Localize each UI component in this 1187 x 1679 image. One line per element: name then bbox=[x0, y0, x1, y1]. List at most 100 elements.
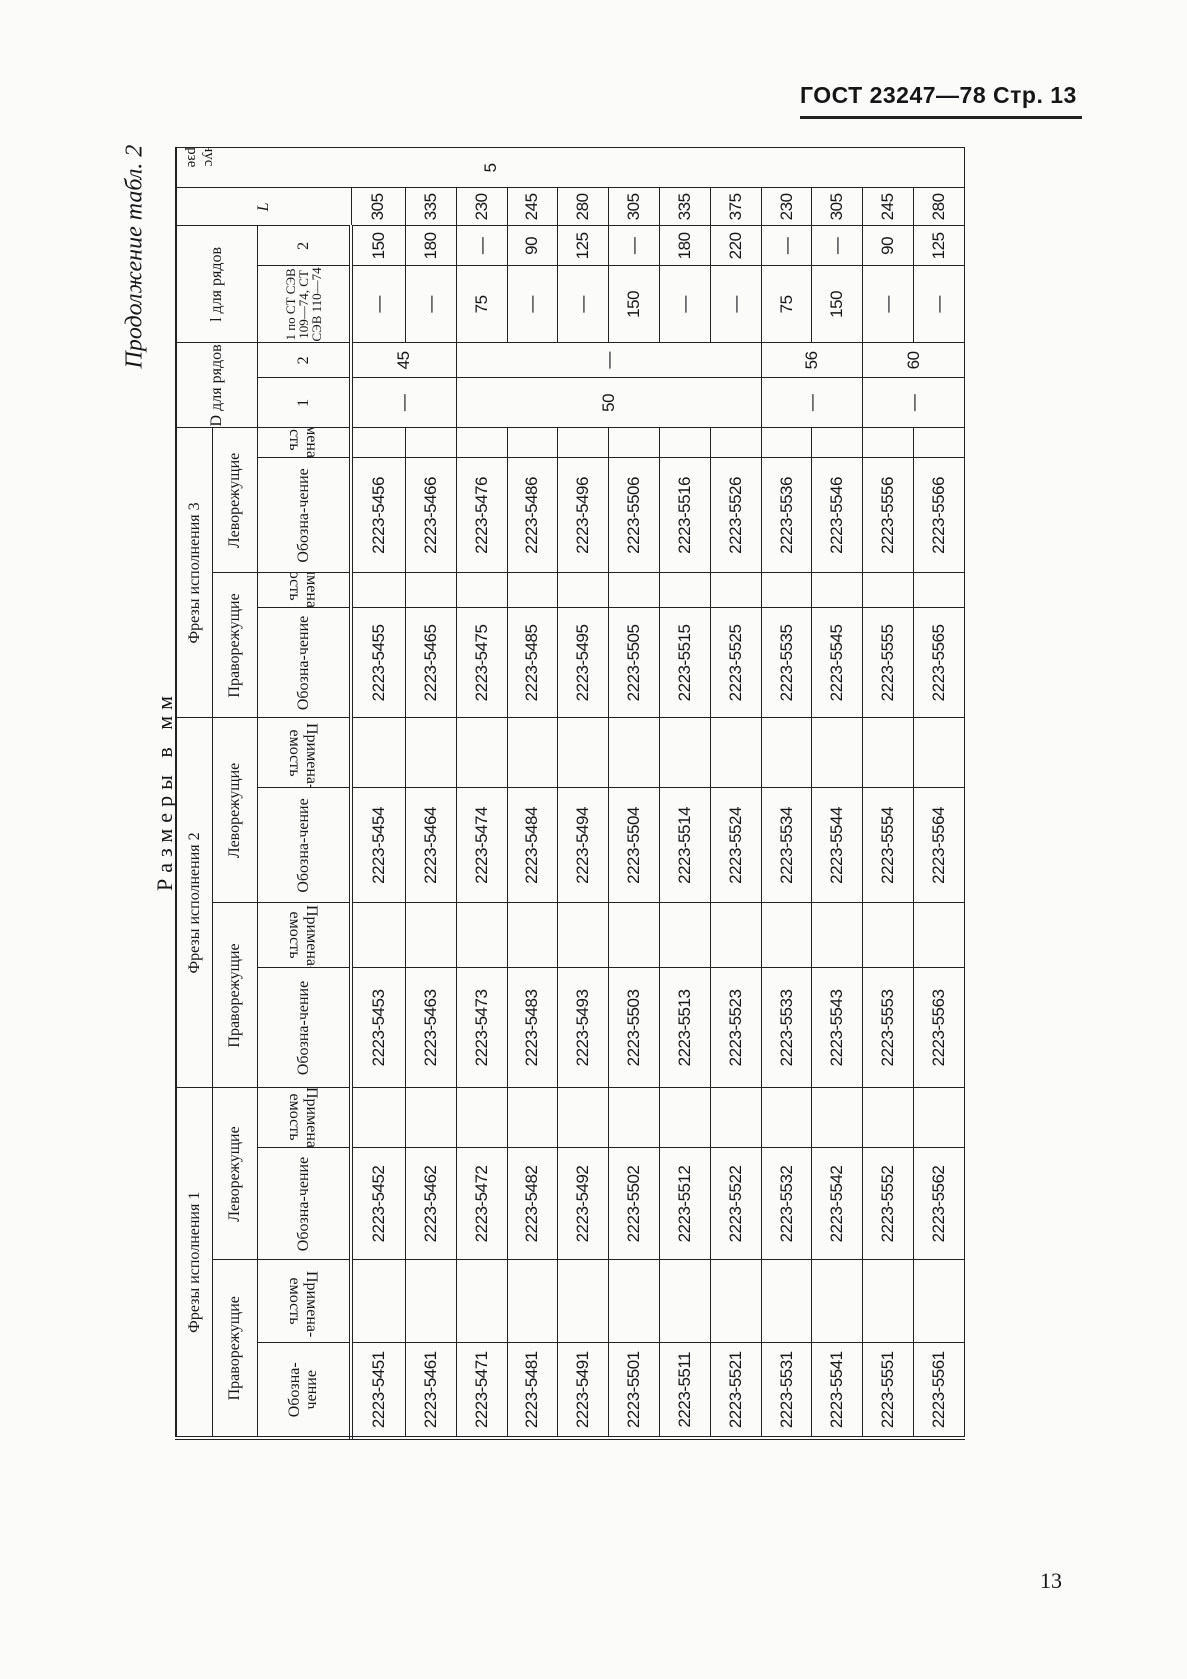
designation-cell: 2223-5555 bbox=[862, 607, 914, 718]
designation-cell: 2223-5553 bbox=[862, 967, 914, 1088]
designation-header: Обозна-чение bbox=[257, 607, 351, 718]
dimensions-table-container: Фрезы исполнения 1 Фрезы исполнения 2 Фр… bbox=[175, 147, 965, 1440]
applicability-header-text: Примена-емость bbox=[286, 1087, 321, 1148]
applicability-cell bbox=[761, 1087, 812, 1148]
applicability-cell bbox=[507, 717, 558, 788]
designation-cell: 2223-5531 bbox=[761, 1343, 812, 1438]
designation-cell: 2223-5504 bbox=[608, 787, 660, 903]
applicability-header: Примена-емость bbox=[257, 1260, 351, 1343]
designation-cell: 2223-5492 bbox=[557, 1148, 609, 1260]
applicability-cell bbox=[913, 717, 965, 788]
designation-cell: 2223-5494 bbox=[557, 787, 609, 903]
applicability-header-text: Примена-емость bbox=[286, 722, 321, 788]
applicability-cell bbox=[913, 1087, 965, 1148]
l-series-1-cell: — bbox=[351, 265, 406, 343]
designation-cell: 2223-5544 bbox=[811, 787, 863, 903]
applicability-cell bbox=[710, 1087, 762, 1148]
table-row: 2223-5551 2223-5552 2223-5553 2223-5554 2223… bbox=[862, 148, 965, 1438]
applicability-cell bbox=[913, 902, 965, 968]
designation-cell: 2223-5506 bbox=[608, 457, 660, 573]
applicability-cell bbox=[351, 427, 406, 458]
applicability-cell bbox=[608, 572, 660, 608]
page-number: 13 bbox=[1040, 1568, 1062, 1593]
L-cell: 305 bbox=[811, 187, 863, 226]
d-series-2-cell: 56 bbox=[761, 342, 863, 378]
applicability-cell bbox=[862, 572, 914, 608]
designation-cell: 2223-5551 bbox=[862, 1343, 914, 1438]
L-cell: 230 bbox=[761, 187, 812, 226]
applicability-cell bbox=[811, 427, 863, 458]
designation-cell: 2223-5465 bbox=[405, 607, 457, 718]
applicability-cell bbox=[761, 902, 812, 968]
designation-cell: 2223-5545 bbox=[811, 607, 863, 718]
applicability-cell bbox=[405, 1260, 457, 1343]
applicability-header-text: Примена-емость bbox=[286, 428, 320, 458]
applicability-cell bbox=[913, 572, 965, 608]
applicability-cell bbox=[456, 572, 508, 608]
designation-cell: 2223-5552 bbox=[862, 1148, 914, 1260]
applicability-cell bbox=[405, 717, 457, 788]
designation-cell: 2223-5453 bbox=[351, 967, 406, 1088]
designation-cell: 2223-5563 bbox=[913, 967, 965, 1088]
designation-cell: 2223-5534 bbox=[761, 787, 812, 903]
table-row: 2223-5501 2223-5502 2223-5503 2223-5504 2223… bbox=[608, 148, 660, 1438]
L-cell: 230 bbox=[456, 187, 508, 226]
applicability-cell bbox=[557, 1260, 609, 1343]
l-series-1-cell: 150 bbox=[608, 265, 660, 343]
l-series-1-cell: — bbox=[507, 265, 558, 343]
applicability-header: Примена-емость bbox=[257, 717, 351, 788]
designation-cell: 2223-5546 bbox=[811, 457, 863, 573]
L-header: L bbox=[176, 187, 351, 226]
designation-cell: 2223-5565 bbox=[913, 607, 965, 718]
applicability-header-text: Примена-емость bbox=[286, 1271, 321, 1338]
l-series-2-cell: 180 bbox=[659, 225, 711, 266]
table-row: 2223-5491 2223-5492 2223-5493 2223-5494 2223… bbox=[557, 148, 609, 1438]
applicability-cell bbox=[862, 717, 914, 788]
table-row: 2223-5541 2223-5542 2223-5543 2223-5544 2223… bbox=[811, 148, 863, 1438]
l-series-1-cell: — bbox=[710, 265, 762, 343]
applicability-cell bbox=[456, 717, 508, 788]
applicability-cell bbox=[557, 902, 609, 968]
applicability-cell bbox=[862, 1260, 914, 1343]
designation-cell: 2223-5466 bbox=[405, 457, 457, 573]
designation-cell: 2223-5535 bbox=[761, 607, 812, 718]
designation-cell: 2223-5496 bbox=[557, 457, 609, 573]
morse-header: Конус Морзе bbox=[176, 147, 351, 188]
applicability-cell bbox=[811, 1087, 863, 1148]
applicability-cell bbox=[351, 902, 406, 968]
designation-cell: 2223-5493 bbox=[557, 967, 609, 1088]
applicability-cell bbox=[351, 717, 406, 788]
d-series-2-cell: 45 bbox=[351, 342, 457, 378]
L-cell: 305 bbox=[351, 187, 406, 226]
l-series-2-cell: — bbox=[811, 225, 863, 266]
header-rule bbox=[800, 116, 1082, 119]
applicability-cell bbox=[659, 572, 711, 608]
applicability-cell bbox=[557, 1087, 609, 1148]
l-series-1-cell: — bbox=[862, 265, 914, 343]
L-cell: 280 bbox=[557, 187, 609, 226]
designation-cell: 2223-5481 bbox=[507, 1343, 558, 1438]
designation-cell: 2223-5485 bbox=[507, 607, 558, 718]
l-series-2-cell: 125 bbox=[557, 225, 609, 266]
designation-cell: 2223-5451 bbox=[351, 1343, 406, 1438]
d-header: D для рядов bbox=[176, 342, 257, 428]
designation-cell: 2223-5505 bbox=[608, 607, 660, 718]
designation-cell: 2223-5483 bbox=[507, 967, 558, 1088]
l-series-2-cell: 90 bbox=[862, 225, 914, 266]
d-series-1-cell: — bbox=[862, 377, 965, 428]
document-header: ГОСТ 23247—78 Стр. 13 bbox=[800, 82, 1077, 108]
applicability-cell bbox=[507, 427, 558, 458]
designation-cell: 2223-5526 bbox=[710, 457, 762, 573]
d-series-1-cell: — bbox=[351, 377, 457, 428]
l-series-2-cell: — bbox=[761, 225, 812, 266]
designation-cell: 2223-5471 bbox=[456, 1343, 508, 1438]
applicability-cell bbox=[507, 902, 558, 968]
left-hand-header-2: Леворежущие bbox=[212, 717, 257, 903]
designation-cell: 2223-5541 bbox=[811, 1343, 863, 1438]
l-series-1-cell: 75 bbox=[456, 265, 508, 343]
designation-cell: 2223-5543 bbox=[811, 967, 863, 1088]
designation-header: Обозна-чение bbox=[257, 967, 351, 1088]
d-series-2-cell: — bbox=[456, 342, 762, 378]
designation-cell: 2223-5452 bbox=[351, 1148, 406, 1260]
designation-cell: 2223-5484 bbox=[507, 787, 558, 903]
